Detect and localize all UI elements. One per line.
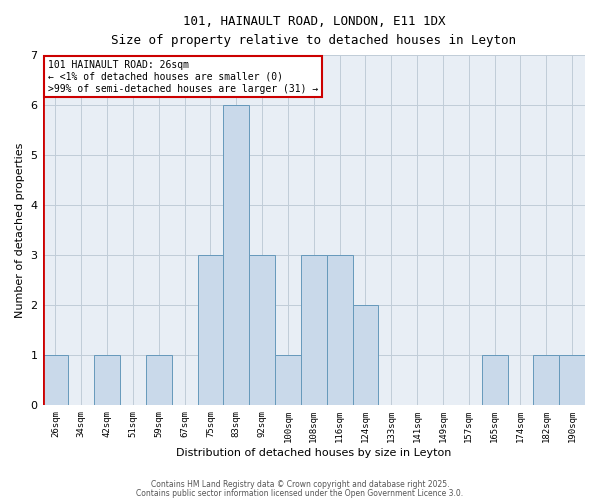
Text: Contains public sector information licensed under the Open Government Licence 3.: Contains public sector information licen…: [136, 488, 464, 498]
Bar: [197, 255, 223, 405]
Title: 101, HAINAULT ROAD, LONDON, E11 1DX
Size of property relative to detached houses: 101, HAINAULT ROAD, LONDON, E11 1DX Size…: [111, 15, 516, 47]
Text: Contains HM Land Registry data © Crown copyright and database right 2025.: Contains HM Land Registry data © Crown c…: [151, 480, 449, 489]
Bar: [326, 255, 353, 405]
Bar: [533, 355, 559, 405]
Bar: [301, 255, 326, 405]
Bar: [559, 355, 585, 405]
Bar: [482, 355, 508, 405]
Bar: [223, 105, 249, 405]
Bar: [249, 255, 275, 405]
Y-axis label: Number of detached properties: Number of detached properties: [15, 142, 25, 318]
Bar: [146, 355, 172, 405]
Bar: [353, 305, 379, 405]
Text: 101 HAINAULT ROAD: 26sqm
← <1% of detached houses are smaller (0)
>99% of semi-d: 101 HAINAULT ROAD: 26sqm ← <1% of detach…: [48, 60, 318, 94]
Bar: [43, 355, 68, 405]
X-axis label: Distribution of detached houses by size in Leyton: Distribution of detached houses by size …: [176, 448, 451, 458]
Bar: [275, 355, 301, 405]
Bar: [94, 355, 120, 405]
